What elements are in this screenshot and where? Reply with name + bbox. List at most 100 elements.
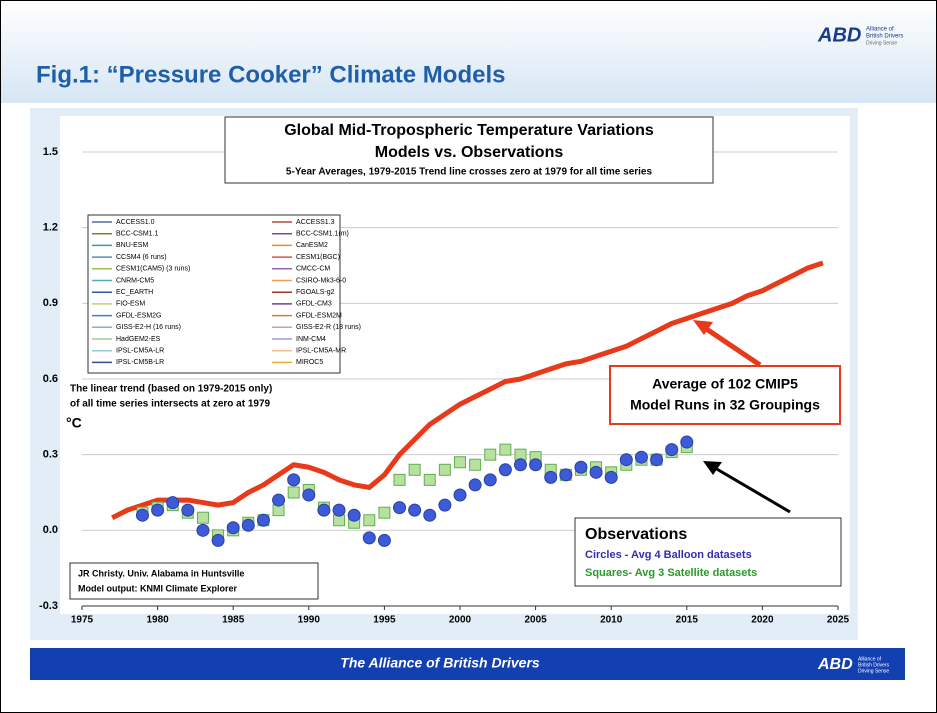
satellite-square [408, 463, 421, 476]
logo-text: British Drivers [866, 34, 903, 40]
legend-box [87, 214, 341, 374]
balloon-circle [377, 533, 391, 547]
legend-label: GFDL-ESM2M [296, 312, 342, 319]
legend-label: CESM1(BGC) [296, 254, 340, 261]
legend-label: CNRM-CM5 [116, 277, 154, 284]
annotation: Squares- Avg 3 Satellite datasets [585, 567, 757, 579]
arrow-head [703, 461, 722, 475]
balloon-circle [513, 458, 527, 472]
balloon-circle [559, 468, 573, 482]
logo-text: Alliance of [858, 656, 882, 662]
footer-band [30, 648, 905, 680]
balloon-circle [181, 503, 195, 517]
legend-label: GISS-E2-H (16 runs) [116, 324, 181, 331]
x-tick-label: 2010 [600, 615, 623, 626]
balloon-circle [650, 453, 664, 467]
x-tick-label: 2005 [524, 615, 547, 626]
legend-label: MIROC5 [296, 359, 323, 366]
legend-label: ACCESS1.3 [296, 219, 335, 226]
legend-label: IPSL-CM5B-LR [116, 359, 164, 366]
chart-title: Models vs. Observations [375, 144, 564, 161]
legend-label: GFDL-CM3 [296, 301, 332, 308]
logo: ABD [817, 24, 861, 46]
satellite-square [454, 456, 466, 469]
balloon-circle [634, 450, 648, 464]
legend-label: GISS-E2-R (18 runs) [296, 324, 361, 331]
annotation: Average of 102 CMIP5 [652, 376, 798, 392]
y-tick-label: 0.6 [43, 373, 58, 385]
satellite-square [363, 514, 376, 527]
legend-label: IPSL-CM5A-MR [296, 348, 346, 355]
logo-text: Driving Sense [866, 40, 897, 46]
x-tick-label: 2020 [751, 615, 774, 626]
x-tick-label: 1975 [71, 615, 94, 626]
balloon-circle [287, 473, 301, 487]
satellite-square [469, 458, 482, 471]
observations-box [574, 517, 842, 587]
balloon-circle [393, 501, 407, 515]
legend-label: IPSL-CM5A-LR [116, 348, 164, 355]
legend-label: CESM1(CAM5) (3 runs) [116, 266, 190, 273]
y-tick-label: 1.5 [43, 146, 58, 158]
balloon-circle [272, 493, 286, 507]
legend-label: GFDL-ESM2G [116, 312, 162, 319]
x-tick-label: 1980 [146, 615, 169, 626]
arrow [700, 323, 762, 368]
logo-text: Driving Sense [858, 668, 889, 674]
balloon-circle [589, 465, 603, 479]
logo-text: Alliance of [866, 27, 894, 33]
legend-label: HadGEM2-ES [116, 336, 161, 343]
balloon-circle [135, 508, 149, 522]
legend-label: FIO-ESM [116, 301, 145, 308]
title-box [224, 116, 714, 184]
annotation: Observations [585, 526, 687, 543]
satellite-square [378, 506, 391, 519]
balloon-circle [211, 533, 225, 547]
y-tick-label: 0.0 [43, 524, 58, 536]
balloon-circle [468, 478, 482, 492]
footer-text: The Alliance of British Drivers [340, 655, 540, 671]
annotation: The linear trend (based on 1979-2015 onl… [70, 384, 272, 395]
balloon-circle [226, 521, 240, 535]
legend-label: BCC-CSM1.1 [116, 231, 159, 238]
legend-label: FGOALS-g2 [296, 289, 335, 296]
chart-subtitle: 5-Year Averages, 1979-2015 Trend line cr… [286, 167, 653, 178]
average-box [609, 365, 841, 425]
slide-title: Fig.1: “Pressure Cooker” Climate Models [36, 61, 505, 88]
annotation: JR Christy. Univ. Alabama in Huntsville [78, 568, 244, 578]
header-band [1, 1, 936, 103]
balloon-circle [498, 463, 512, 477]
arrow-head [693, 320, 713, 335]
annotation: Model Runs in 32 Groupings [630, 397, 820, 413]
satellite-square [196, 511, 209, 524]
y-tick-label: 0.3 [43, 449, 58, 461]
legend-label: CanESM2 [296, 242, 328, 249]
y-axis-label: °C [66, 415, 82, 431]
footer-logo: ABD [817, 656, 853, 673]
balloon-circle [196, 523, 210, 537]
plot: -0.3 0.0 0.3 0.6 0.9 1.2 1.5 1975 1980 1985 1990 19… [39, 146, 850, 626]
balloon-circle [665, 443, 679, 457]
legend-label: CMCC-CM [296, 266, 330, 273]
satellite-square [499, 443, 512, 456]
balloon-circle [544, 470, 558, 484]
x-tick-label: 2025 [827, 615, 850, 626]
balloon-circle [362, 531, 376, 545]
satellite-square [484, 448, 497, 461]
balloon-circle [438, 498, 452, 512]
balloon-circle [151, 503, 165, 517]
y-tick-label: 1.2 [43, 222, 58, 234]
balloon-circle [423, 508, 437, 522]
annotation: Circles - Avg 4 Balloon datasets [585, 549, 752, 561]
balloon-circle [453, 488, 467, 502]
legend-label: BNU-ESM [116, 242, 148, 249]
y-tick-label: 0.9 [43, 297, 58, 309]
x-tick-label: 1990 [298, 615, 321, 626]
chart-title: Global Mid-Tropospheric Temperature Vari… [284, 122, 654, 139]
annotations: Global Mid-Tropospheric Temperature Vari… [66, 116, 842, 600]
legend-label: EC_EARTH [116, 289, 153, 296]
legend-label: CSIRO-Mk3-6-0 [296, 277, 346, 284]
balloon-circle [483, 473, 497, 487]
balloon-circle [256, 513, 270, 527]
